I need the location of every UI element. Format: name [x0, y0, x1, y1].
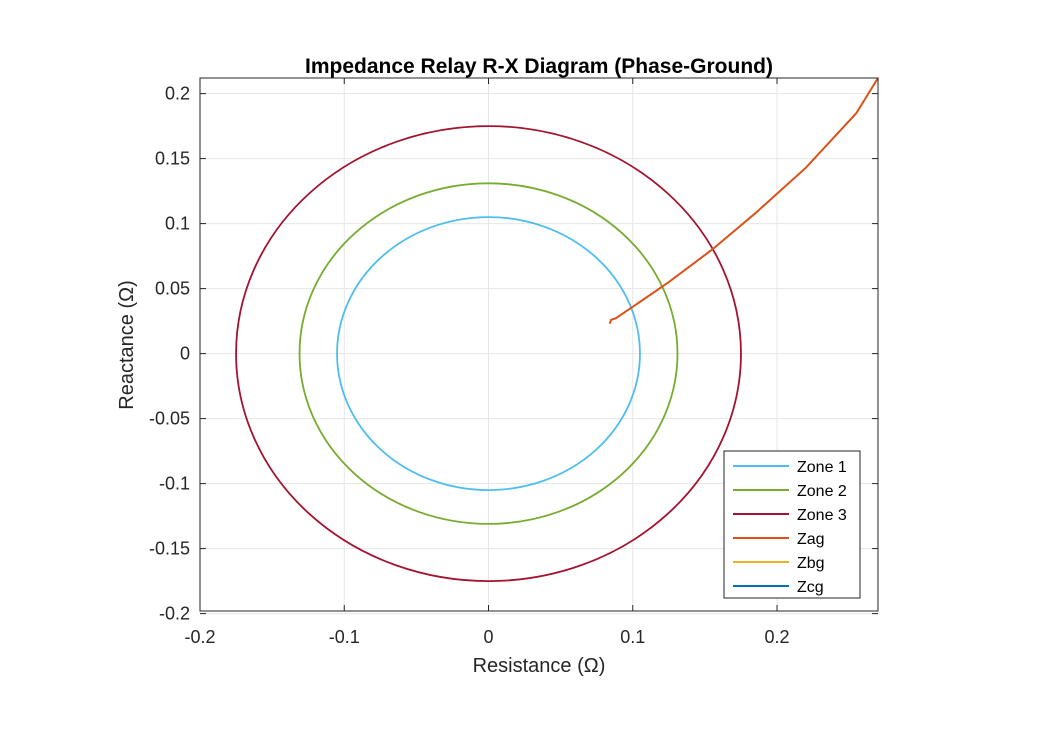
plot-frame	[199, 77, 879, 612]
tick-marks	[199, 78, 878, 615]
y-tick-label: 0	[180, 344, 190, 364]
x-axis-label: Resistance (Ω)	[473, 655, 606, 677]
series-zone-2-circle	[298, 182, 679, 525]
series-zone-1-circle	[336, 216, 641, 492]
legend: Zone 1 Zone 2 Zone 3 Zag Zbg Zcg	[723, 450, 861, 599]
legend-label-zone-3: Zone 3	[797, 507, 847, 524]
y-tick-label: 0.1	[165, 214, 190, 234]
y-tick-labels: -0.2 -0.15 -0.1 -0.05 0 0.05 0.1 0.15 0.2	[149, 84, 190, 624]
y-axis-label: Reactance (Ω)	[116, 280, 138, 409]
y-tick-label: -0.15	[149, 539, 190, 559]
legend-label-zcg: Zcg	[797, 579, 824, 596]
legend-label-zone-1: Zone 1	[797, 459, 847, 476]
y-tick-label: -0.1	[159, 474, 190, 494]
legend-label-zbg: Zbg	[797, 555, 825, 572]
x-tick-label: -0.2	[184, 627, 215, 647]
legend-items: Zone 1 Zone 2 Zone 3 Zag Zbg Zcg	[733, 459, 847, 596]
data-layer	[235, 77, 879, 583]
series-zone-3-circle	[235, 125, 742, 583]
chart-title: Impedance Relay R-X Diagram (Phase-Groun…	[305, 55, 773, 78]
y-tick-label: -0.05	[149, 409, 190, 429]
x-tick-label: -0.1	[329, 627, 360, 647]
legend-label-zone-2: Zone 2	[797, 483, 847, 500]
x-tick-label: 0.1	[620, 627, 645, 647]
y-tick-label: -0.2	[159, 604, 190, 624]
x-tick-label: 0	[484, 627, 494, 647]
x-tick-label: 0.2	[765, 627, 790, 647]
y-tick-label: 0.15	[155, 149, 190, 169]
legend-label-zag: Zag	[797, 531, 825, 548]
y-tick-label: 0.2	[165, 84, 190, 104]
y-tick-label: 0.05	[155, 279, 190, 299]
x-tick-labels: -0.2 -0.1 0 0.1 0.2	[184, 627, 789, 647]
legend-box	[723, 450, 861, 599]
series-zag-line	[608, 77, 879, 325]
